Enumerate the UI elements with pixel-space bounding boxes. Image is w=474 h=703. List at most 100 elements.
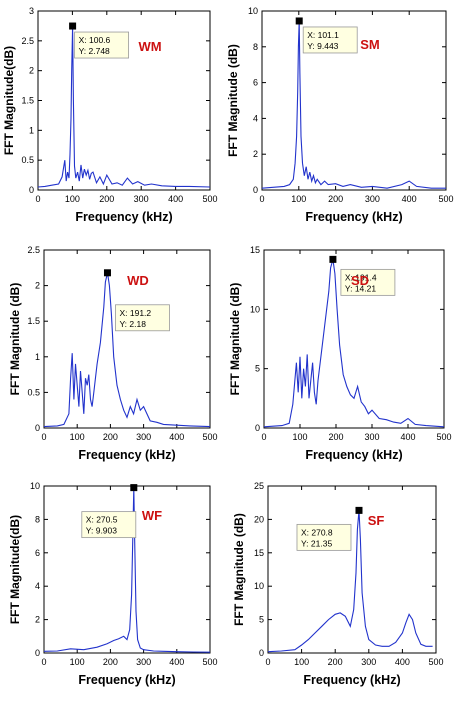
- chart-sm: 0 100 200 300 400 500 0 2 4 6 8 10 X: 101.1Y: 9.443 S…: [226, 6, 454, 224]
- panel-label: WF: [142, 508, 162, 523]
- x-tick-label: 200: [99, 194, 114, 204]
- y-tick-label: 4: [253, 113, 258, 123]
- x-tick-label: 400: [169, 657, 184, 667]
- datatip-marker: [130, 484, 138, 492]
- y-tick-label: 20: [254, 514, 264, 524]
- y-tick-label: 5: [259, 615, 264, 625]
- x-axis-label: Frequency (kHz): [78, 448, 175, 462]
- y-tick-label: 0: [35, 423, 40, 433]
- y-axis-label: FFT Magnitude (dB): [226, 44, 240, 157]
- x-tick-label: 0: [35, 194, 40, 204]
- x-tick-label: 300: [361, 657, 376, 667]
- y-axis-label: FFT Magnitude(dB): [2, 46, 16, 155]
- y-tick-label: 0: [35, 648, 40, 658]
- datatip-box: [302, 26, 358, 54]
- y-axis-label: FFT Magnitude (dB): [228, 283, 242, 396]
- x-tick-label: 300: [136, 432, 151, 442]
- x-tick-label: 100: [70, 657, 85, 667]
- x-tick-label: 400: [168, 194, 183, 204]
- x-tick-label: 400: [169, 432, 184, 442]
- panel-label: SM: [360, 37, 380, 52]
- spectrum-line: [43, 272, 211, 428]
- x-tick-label: 500: [202, 194, 217, 204]
- x-axis-label: Frequency (kHz): [305, 448, 402, 462]
- x-tick-label: 300: [364, 432, 379, 442]
- y-tick-label: 10: [254, 581, 264, 591]
- x-tick-label: 100: [292, 432, 307, 442]
- x-tick-label: 400: [395, 657, 410, 667]
- x-tick-label: 500: [438, 194, 453, 204]
- datatip-x: X: 270.8: [301, 527, 333, 537]
- x-axis-label: Frequency (kHz): [78, 673, 175, 687]
- spectrum-line: [43, 487, 211, 653]
- datatip-x: X: 191.2: [119, 308, 151, 318]
- datatip-marker: [295, 17, 303, 25]
- datatip-box: [74, 31, 130, 59]
- x-tick-label: 0: [261, 432, 266, 442]
- y-tick-label: 2.5: [21, 36, 34, 46]
- datatip-y: Y: 2.18: [119, 319, 146, 329]
- y-tick-label: 6: [35, 548, 40, 558]
- datatip-y: Y: 2.748: [79, 46, 110, 56]
- x-tick-label: 500: [202, 657, 217, 667]
- y-tick-label: 2: [35, 281, 40, 291]
- chart-wf: 0 100 200 300 400 500 0 2 4 6 8 10 X: 270.5Y: 9.903 W…: [8, 481, 218, 687]
- chart-sf: 0 100 200 300 400 500 0 5 10 15 20 25 X: 270.8Y: 21.…: [232, 481, 444, 687]
- y-axis-label: FFT Magnitude(dB): [8, 515, 22, 624]
- y-tick-label: 1: [35, 352, 40, 362]
- x-tick-label: 0: [41, 432, 46, 442]
- y-tick-label: 2: [35, 615, 40, 625]
- spectrum-line: [267, 510, 433, 653]
- x-tick-label: 400: [400, 432, 415, 442]
- y-tick-label: 4: [35, 581, 40, 591]
- datatip-y: Y: 9.443: [307, 41, 338, 51]
- datatip-marker: [355, 506, 363, 514]
- y-tick-label: 2.5: [27, 245, 40, 255]
- x-tick-label: 500: [428, 657, 443, 667]
- y-tick-label: 15: [250, 245, 260, 255]
- datatip-x: X: 101.1: [307, 30, 339, 40]
- chart-wm: 0 100 200 300 400 500 0 0.5 1 1.5 2 2.5 3 X: 100.6Y: …: [2, 6, 218, 224]
- datatip-y: Y: 9.903: [86, 526, 117, 536]
- datatip-box: [81, 511, 137, 539]
- y-tick-label: 0: [29, 185, 34, 195]
- x-tick-label: 200: [328, 194, 343, 204]
- y-tick-label: 1: [29, 125, 34, 135]
- y-tick-label: 2: [253, 149, 258, 159]
- datatip-y: Y: 14.21: [345, 283, 376, 293]
- x-tick-label: 100: [294, 657, 309, 667]
- spectrum-line: [263, 259, 445, 428]
- y-tick-label: 1.5: [27, 316, 40, 326]
- y-tick-label: 0: [255, 423, 260, 433]
- y-tick-label: 25: [254, 481, 264, 491]
- y-tick-label: 0: [259, 648, 264, 658]
- x-axis-label: Frequency (kHz): [75, 210, 172, 224]
- y-tick-label: 3: [29, 6, 34, 16]
- y-tick-label: 10: [250, 304, 260, 314]
- x-tick-label: 200: [328, 657, 343, 667]
- x-tick-label: 0: [41, 657, 46, 667]
- plot-area: [43, 249, 211, 429]
- y-axis-label: FFT Magnitude (dB): [8, 283, 22, 396]
- x-tick-label: 0: [265, 657, 270, 667]
- y-tick-label: 8: [253, 42, 258, 52]
- datatip-box: [296, 523, 352, 551]
- plot-area: [43, 485, 211, 654]
- x-tick-label: 500: [436, 432, 451, 442]
- y-tick-label: 10: [30, 481, 40, 491]
- x-tick-label: 200: [328, 432, 343, 442]
- panel-label: SD: [351, 273, 369, 288]
- y-tick-label: 0.5: [21, 155, 34, 165]
- chart-wd: 0 100 200 300 400 500 0 0.5 1 1.5 2 2.5 X: 191.2Y: 2…: [8, 245, 218, 462]
- chart-sd: 0 100 200 300 400 500 0 5 10 15 X: 191.4Y: 14.21SD…: [228, 245, 452, 462]
- y-tick-label: 0.5: [27, 387, 40, 397]
- panel-label: WM: [138, 39, 161, 54]
- panel-label: SF: [368, 513, 385, 528]
- x-tick-label: 500: [202, 432, 217, 442]
- x-axis-label: Frequency (kHz): [305, 210, 402, 224]
- x-tick-label: 200: [103, 657, 118, 667]
- y-tick-label: 5: [255, 364, 260, 374]
- datatip-x: X: 100.6: [79, 35, 111, 45]
- y-tick-label: 2: [29, 66, 34, 76]
